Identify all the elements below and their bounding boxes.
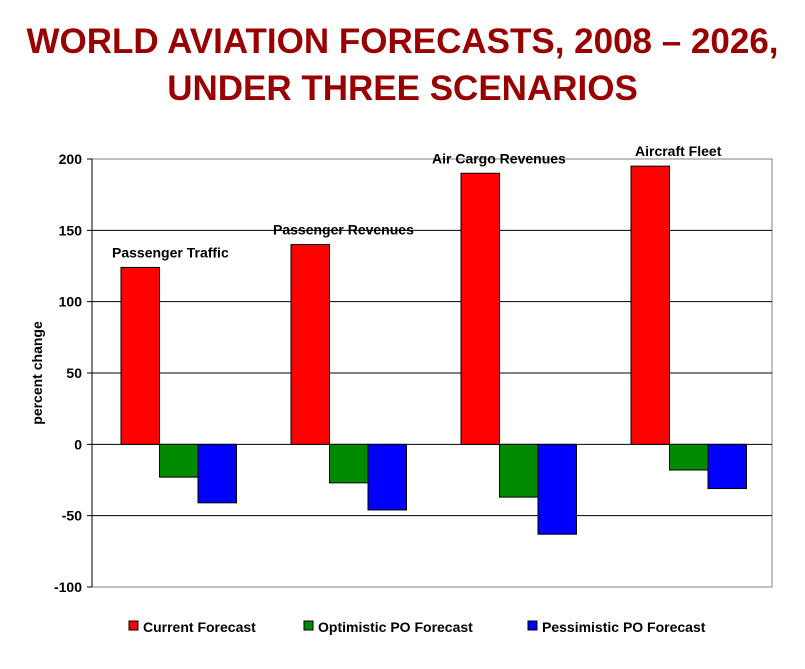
chart-title-line-2: UNDER THREE SCENARIOS [167, 69, 638, 108]
bar-optimistic-po-forecast [669, 443, 709, 471]
bar-optimistic-po-forecast [159, 443, 199, 478]
bar-optimistic-po-forecast [329, 443, 369, 484]
bar-optimistic-po-forecast [499, 443, 539, 498]
legend-label: Pessimistic PO Forecast [542, 619, 706, 635]
category-label: Air Cargo Revenues [432, 150, 566, 166]
bar-pessimistic-po-forecast [707, 443, 747, 490]
category-label: Passenger Traffic [112, 244, 229, 260]
bar-current-forecast [290, 244, 330, 445]
bar-current-forecast [460, 172, 500, 445]
legend-label: Optimistic PO Forecast [318, 619, 473, 635]
legend-label: Current Forecast [143, 619, 256, 635]
bar-pessimistic-po-forecast [537, 443, 577, 535]
y-tick-label: 100 [59, 294, 83, 310]
chart-title-line-1: WORLD AVIATION FORECASTS, 2008 – 2026, [26, 22, 779, 61]
bar-pessimistic-po-forecast [367, 443, 407, 511]
category-label: Aircraft Fleet [635, 143, 722, 159]
y-tick-label: -50 [62, 508, 82, 524]
y-tick-label: 50 [66, 365, 82, 381]
category-label: Passenger Revenues [273, 222, 414, 238]
legend-swatch [128, 620, 139, 631]
legend-swatch [527, 620, 538, 631]
bar-current-forecast [120, 266, 160, 445]
y-axis-label: percent change [29, 321, 45, 425]
y-tick-label: 150 [59, 222, 83, 238]
y-tick-label: 0 [74, 436, 82, 452]
bar-pessimistic-po-forecast [197, 443, 237, 504]
y-tick-label: 200 [59, 151, 83, 167]
legend-swatch [303, 620, 314, 631]
y-tick-label: -100 [54, 579, 82, 595]
bar-current-forecast [630, 165, 670, 445]
